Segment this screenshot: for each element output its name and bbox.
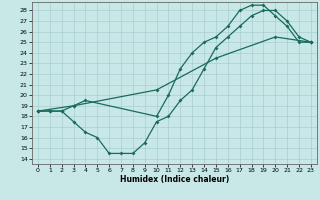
X-axis label: Humidex (Indice chaleur): Humidex (Indice chaleur)	[120, 175, 229, 184]
